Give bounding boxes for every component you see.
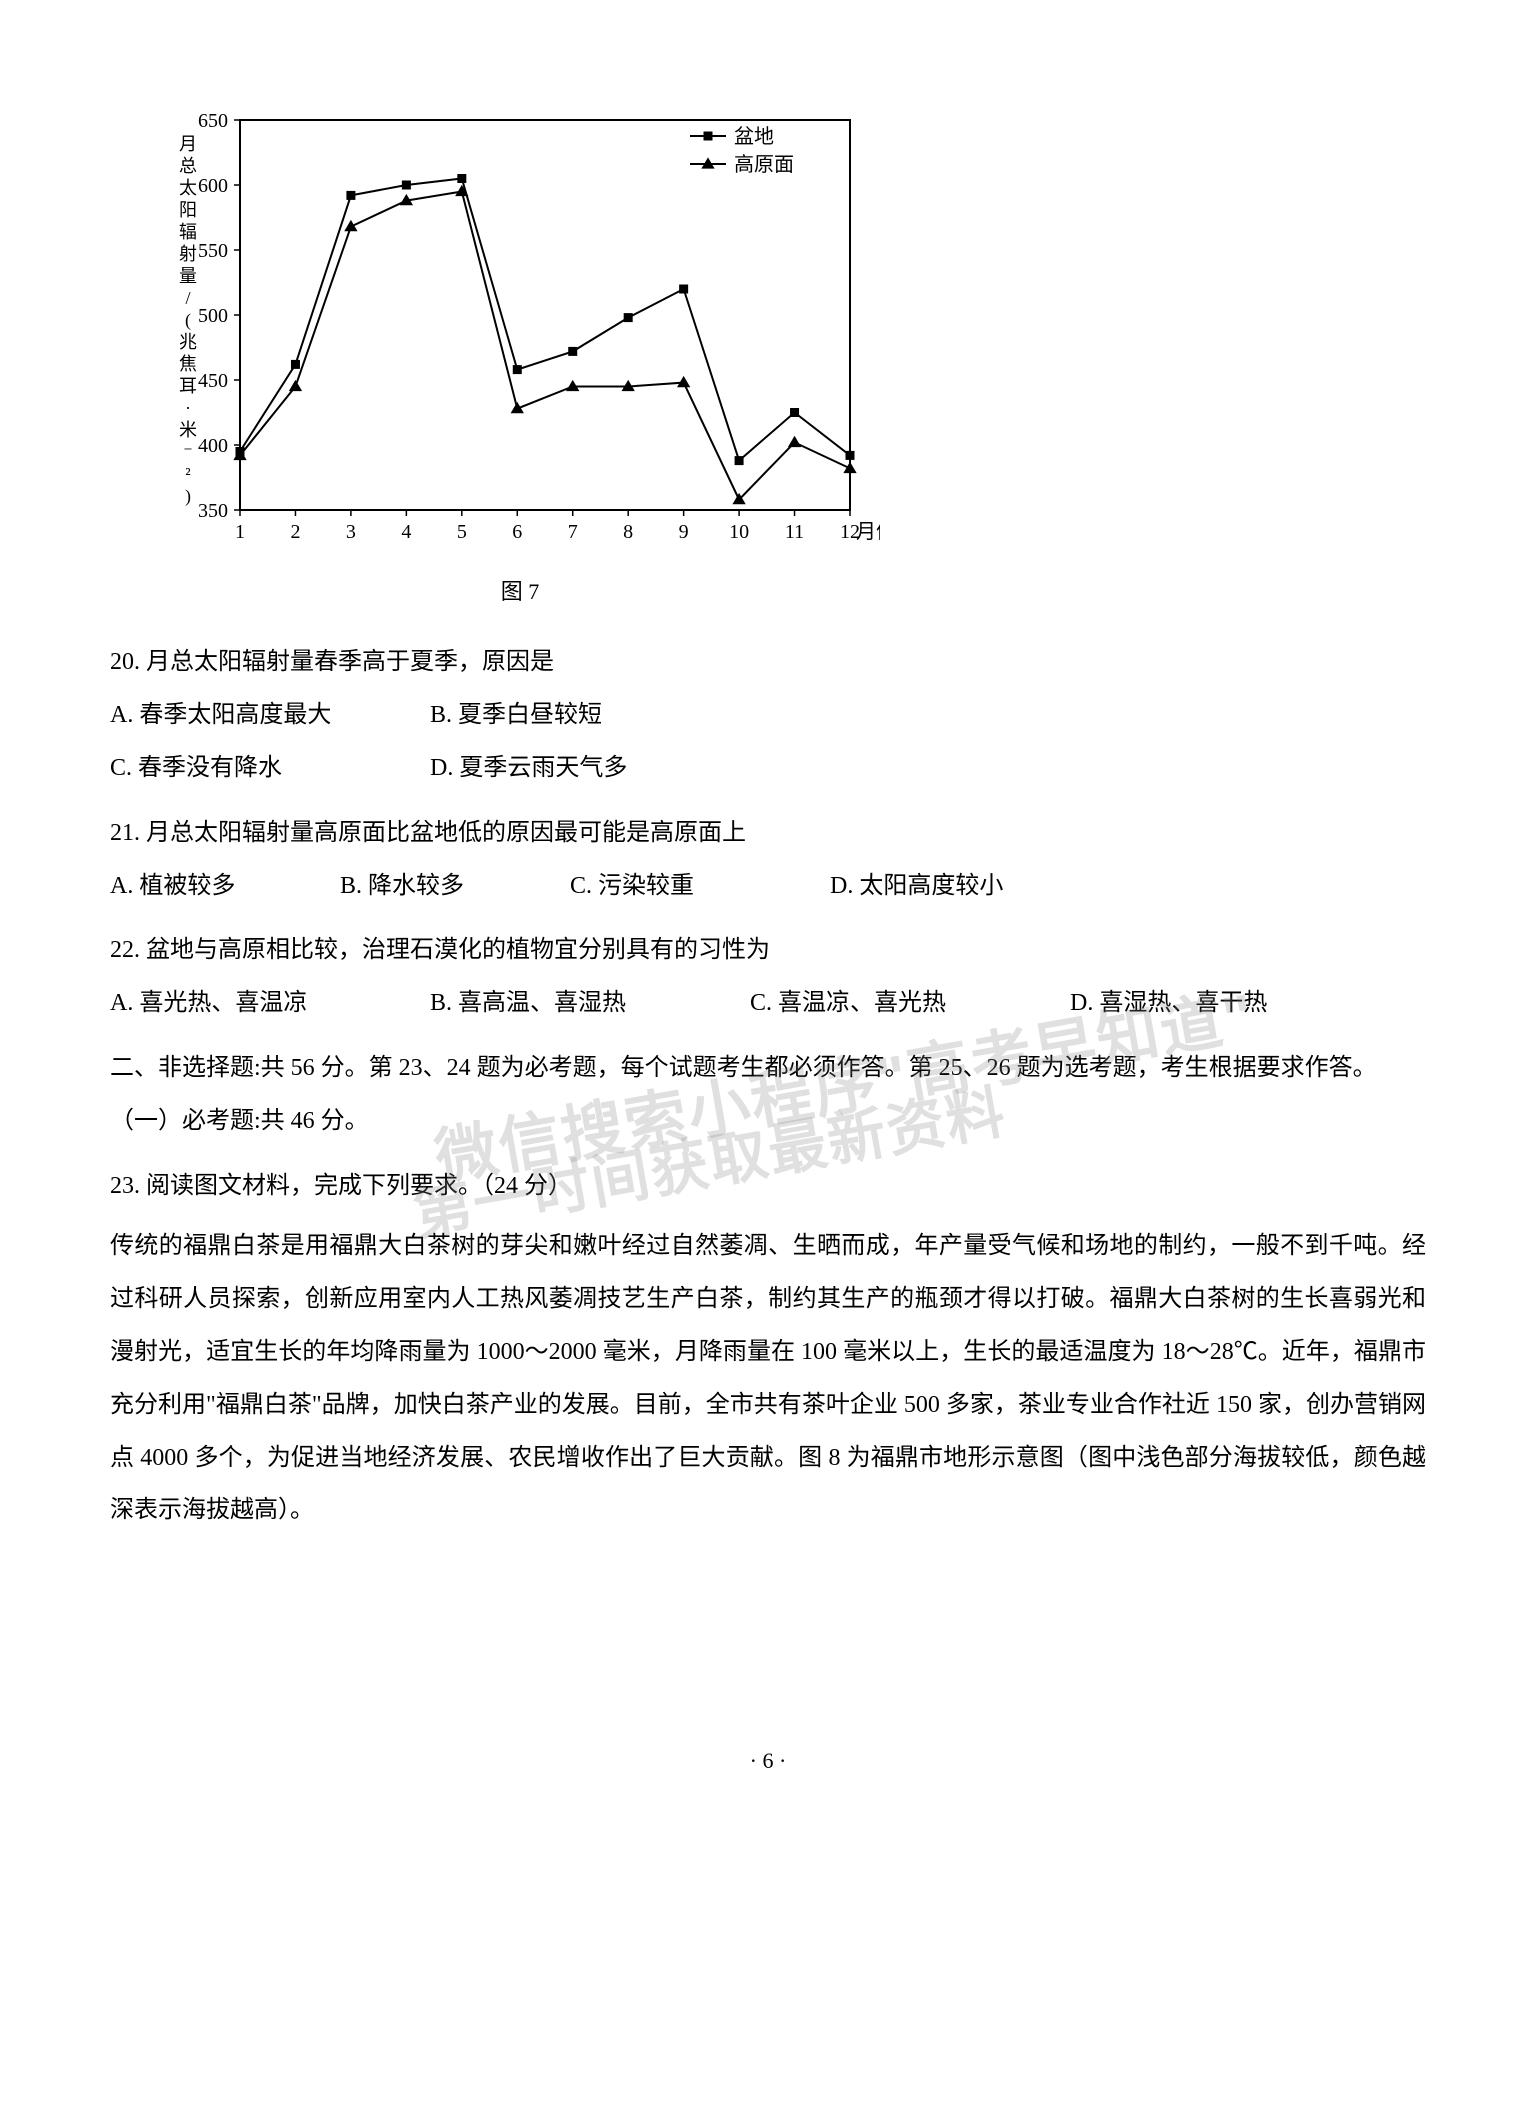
svg-text:7: 7: [568, 521, 578, 543]
q22-option-d: D. 喜湿热、喜干热: [1070, 977, 1390, 1030]
q20-option-c: C. 春季没有降水: [110, 742, 430, 795]
svg-text:太: 太: [179, 178, 197, 198]
svg-text:350: 350: [198, 500, 228, 522]
q21-options: A. 植被较多 B. 降水较多 C. 污染较重 D. 太阳高度较小: [110, 860, 1426, 913]
q20-options-row1: A. 春季太阳高度最大 B. 夏季白昼较短: [110, 689, 1426, 742]
q21-option-b: B. 降水较多: [340, 860, 570, 913]
q21-stem: 21. 月总太阳辐射量高原面比盆地低的原因最可能是高原面上: [110, 807, 1426, 860]
svg-text:焦: 焦: [179, 354, 197, 374]
q22-option-c: C. 喜温凉、喜光热: [750, 977, 1070, 1030]
q22-option-a: A. 喜光热、喜温凉: [110, 977, 430, 1030]
q20-option-d: D. 夏季云雨天气多: [430, 742, 750, 795]
section-2-heading: 二、非选择题:共 56 分。第 23、24 题为必考题，每个试题考生都必须作答。…: [110, 1042, 1426, 1095]
svg-text:3: 3: [346, 521, 356, 543]
question-20: 20. 月总太阳辐射量春季高于夏季，原因是 A. 春季太阳高度最大 B. 夏季白…: [110, 636, 1426, 794]
svg-text:阳: 阳: [179, 200, 197, 220]
svg-text:兆: 兆: [179, 332, 197, 352]
svg-text:): ): [185, 486, 191, 507]
svg-text:·: ·: [185, 398, 191, 418]
svg-text:9: 9: [679, 521, 689, 543]
q22-options: A. 喜光热、喜温凉 B. 喜高温、喜湿热 C. 喜温凉、喜光热 D. 喜湿热、…: [110, 977, 1426, 1030]
chart-figure-7: 350400450500550600650123456789101112月份月总…: [160, 100, 880, 616]
svg-text:1: 1: [235, 521, 245, 543]
svg-text:11: 11: [785, 521, 804, 543]
svg-text:²: ²: [185, 464, 190, 484]
svg-text:10: 10: [729, 521, 749, 543]
q23-passage: 传统的福鼎白茶是用福鼎大白茶树的芽尖和嫩叶经过自然萎凋、生晒而成，年产量受气候和…: [110, 1220, 1426, 1537]
question-22: 22. 盆地与高原相比较，治理石漠化的植物宜分别具有的习性为 A. 喜光热、喜温…: [110, 924, 1426, 1030]
q22-option-b: B. 喜高温、喜湿热: [430, 977, 750, 1030]
q20-option-b: B. 夏季白昼较短: [430, 689, 750, 742]
svg-text:4: 4: [401, 521, 411, 543]
q23-stem: 23. 阅读图文材料，完成下列要求。（24 分）: [110, 1160, 1426, 1213]
q20-stem: 20. 月总太阳辐射量春季高于夏季，原因是: [110, 636, 1426, 689]
svg-text:500: 500: [198, 305, 228, 327]
svg-text:550: 550: [198, 240, 228, 262]
line-chart-svg: 350400450500550600650123456789101112月份月总…: [160, 100, 880, 560]
svg-text:盆地: 盆地: [734, 125, 774, 148]
chart-caption: 图 7: [160, 568, 880, 616]
svg-text:量: 量: [179, 266, 197, 286]
svg-text:月: 月: [179, 134, 197, 154]
section-2-sub1: （一）必考题:共 46 分。: [110, 1095, 1426, 1148]
svg-text:400: 400: [198, 435, 228, 457]
svg-text:月份: 月份: [856, 520, 880, 543]
svg-text:8: 8: [623, 521, 633, 543]
q20-options-row2: C. 春季没有降水 D. 夏季云雨天气多: [110, 742, 1426, 795]
page-number: · 6 ·: [110, 1737, 1426, 1785]
svg-text:(: (: [185, 310, 191, 331]
svg-text:辐: 辐: [179, 222, 197, 242]
q21-option-a: A. 植被较多: [110, 860, 340, 913]
svg-text:米: 米: [179, 420, 197, 440]
svg-text:/: /: [185, 288, 190, 308]
q22-stem: 22. 盆地与高原相比较，治理石漠化的植物宜分别具有的习性为: [110, 924, 1426, 977]
q20-option-a: A. 春季太阳高度最大: [110, 689, 430, 742]
svg-text:6: 6: [512, 521, 522, 543]
svg-text:600: 600: [198, 175, 228, 197]
question-21: 21. 月总太阳辐射量高原面比盆地低的原因最可能是高原面上 A. 植被较多 B.…: [110, 807, 1426, 913]
svg-text:耳: 耳: [179, 376, 197, 396]
svg-text:450: 450: [198, 370, 228, 392]
svg-text:高原面: 高原面: [734, 153, 794, 176]
svg-text:总: 总: [179, 156, 197, 176]
page-container: 微信搜索小程序"高考早知道" 第一时间获取最新资料 35040045050055…: [110, 100, 1426, 1786]
q21-option-c: C. 污染较重: [570, 860, 830, 913]
q21-option-d: D. 太阳高度较小: [830, 860, 1110, 913]
question-23: 23. 阅读图文材料，完成下列要求。（24 分） 传统的福鼎白茶是用福鼎大白茶树…: [110, 1160, 1426, 1538]
svg-text:5: 5: [457, 521, 467, 543]
svg-text:⁻: ⁻: [183, 442, 193, 462]
svg-text:2: 2: [290, 521, 300, 543]
svg-text:射: 射: [179, 244, 197, 264]
svg-text:650: 650: [198, 110, 228, 132]
